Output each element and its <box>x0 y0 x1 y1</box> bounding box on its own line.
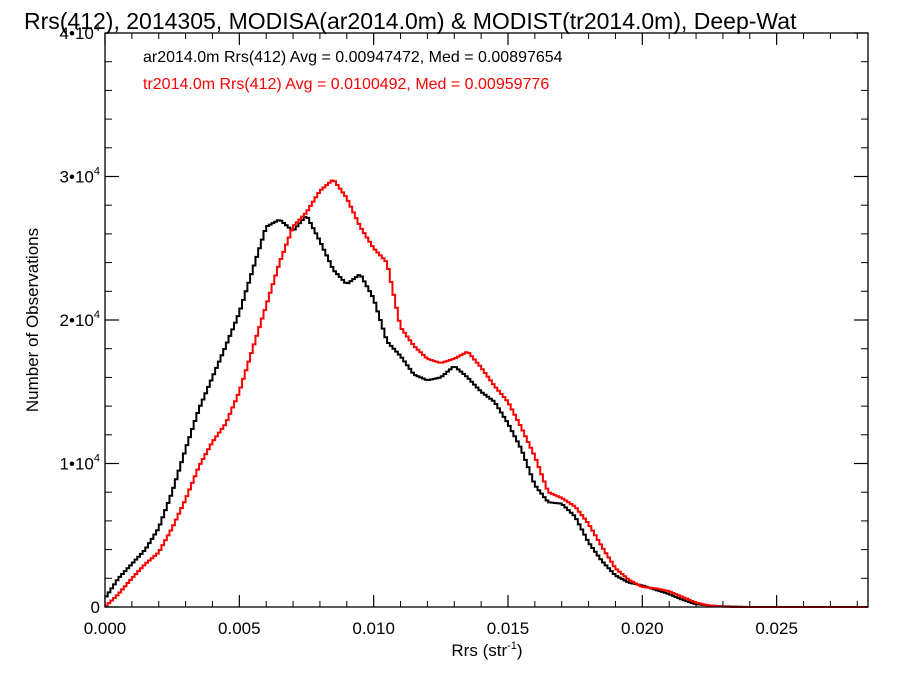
x-axis-label-close: ) <box>517 641 523 660</box>
series-line-1 <box>105 179 868 608</box>
y-tick-label: 0 <box>91 598 100 617</box>
y-tick-label: 3•104 <box>60 166 100 187</box>
y-tick-label: 1•104 <box>60 453 100 474</box>
y-tick-label-exp: 4 <box>94 453 100 465</box>
x-tick-label: 0.015 <box>487 619 530 638</box>
y-tick-label-main: 1•10 <box>60 455 94 474</box>
y-axis-label: Number of Observations <box>23 228 42 412</box>
x-axis-label-sup: -1 <box>507 640 517 652</box>
chart-title: Rrs(412), 2014305, MODISA(ar2014.0m) & M… <box>24 8 797 34</box>
y-tick-label-main: 0 <box>91 598 100 617</box>
x-axis-label-main: Rrs (str <box>451 641 507 660</box>
y-tick-label: 4•104 <box>60 22 100 43</box>
x-tick-label: 0.025 <box>755 619 798 638</box>
y-tick-label-main: 4•10 <box>60 24 94 43</box>
series-line-0 <box>105 215 868 608</box>
y-tick-label-main: 3•10 <box>60 168 94 187</box>
y-tick-label: 2•104 <box>60 309 100 330</box>
x-tick-label: 0.010 <box>352 619 395 638</box>
y-tick-label-exp: 4 <box>94 22 100 34</box>
legend-entry-1: tr2014.0m Rrs(412) Avg = 0.0100492, Med … <box>143 76 549 93</box>
tick-layer: 0.000 0.005 0.010 0.015 0.020 0.02501•1042•10… <box>60 22 868 638</box>
series-layer <box>105 179 868 608</box>
y-tick-label-exp: 4 <box>94 166 100 178</box>
legend: ar2014.0m Rrs(412) Avg = 0.00947472, Med… <box>143 49 563 93</box>
x-tick-label: 0.005 <box>218 619 261 638</box>
plot-frame <box>104 32 869 608</box>
y-tick-label-main: 2•10 <box>60 311 94 330</box>
x-axis-label: Rrs (str-1) <box>451 640 522 660</box>
y-tick-label-exp: 4 <box>94 309 100 321</box>
x-tick-label: 0.000 <box>84 619 127 638</box>
x-tick-label: 0.020 <box>621 619 664 638</box>
y-axis-label-group: Number of Observations <box>23 228 42 412</box>
legend-entry-0: ar2014.0m Rrs(412) Avg = 0.00947472, Med… <box>143 49 563 66</box>
